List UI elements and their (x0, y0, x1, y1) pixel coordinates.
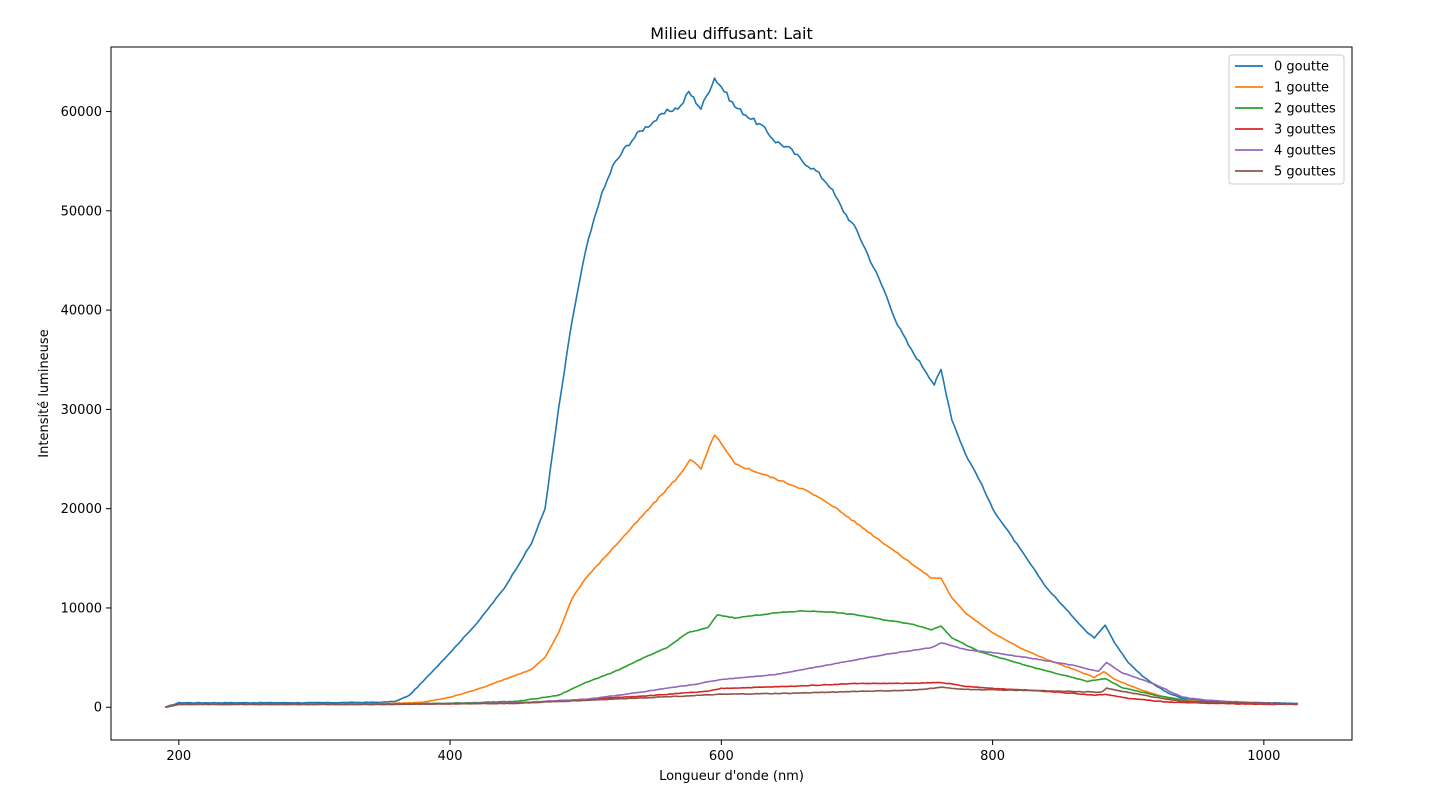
legend-label-1: 1 goutte (1274, 81, 1329, 96)
series-layer (164, 77, 1298, 709)
x-tick-label: 200 (166, 749, 191, 764)
y-tick-label: 60000 (61, 105, 102, 120)
x-tick-label: 800 (980, 749, 1005, 764)
y-axis-ticks: 0 10000 20000 30000 40000 50000 60000 (61, 105, 111, 716)
legend-items: 0 goutte 1 goutte 2 gouttes 3 gouttes 4 gout… (1235, 60, 1336, 180)
x-tick-label: 600 (709, 749, 734, 764)
series-line-0 (164, 77, 1298, 708)
x-tick-label: 400 (438, 749, 463, 764)
y-tick-label: 0 (94, 701, 102, 716)
x-axis-label: Longueur d'onde (nm) (659, 769, 804, 784)
y-tick-label: 10000 (61, 601, 102, 616)
legend-label-2: 2 gouttes (1274, 102, 1336, 117)
legend-label-5: 5 gouttes (1274, 165, 1336, 180)
y-tick-label: 30000 (61, 403, 102, 418)
plot-area (110, 46, 1353, 741)
legend-label-3: 3 gouttes (1274, 123, 1336, 138)
y-tick-label: 50000 (61, 204, 102, 219)
y-tick-label: 20000 (61, 502, 102, 517)
series-line-5 (165, 686, 1298, 709)
y-tick-label: 40000 (61, 304, 102, 319)
legend-label-4: 4 gouttes (1274, 144, 1336, 159)
chart-title: Milieu diffusant: Lait (650, 24, 812, 43)
legend-label-0: 0 goutte (1274, 60, 1329, 75)
x-tick-label: 1000 (1247, 749, 1280, 764)
plot-frame (110, 46, 1353, 741)
legend: 0 goutte 1 goutte 2 gouttes 3 gouttes 4 gout… (1228, 54, 1345, 185)
x-axis-ticks: 200 400 600 800 1000 (166, 740, 1280, 764)
y-axis-label: Intensité lumineuse (37, 329, 52, 457)
